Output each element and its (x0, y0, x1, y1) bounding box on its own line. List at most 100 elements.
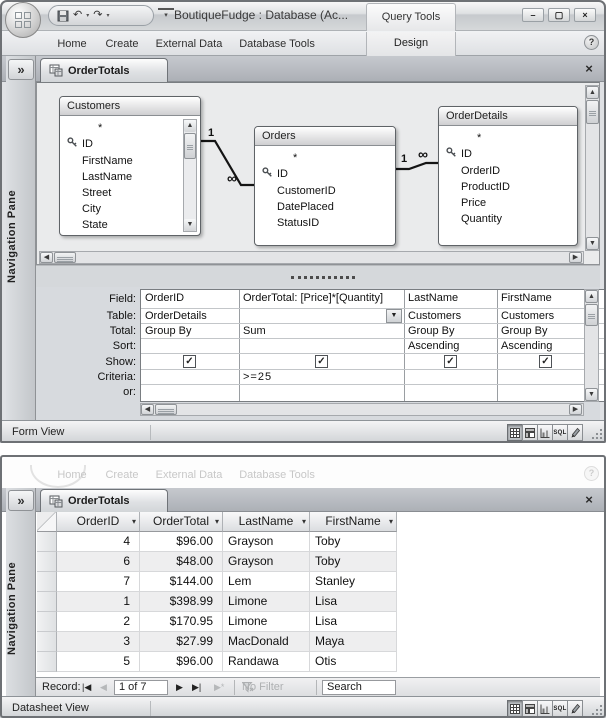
table-dropdown-icon[interactable]: ▼ (386, 309, 402, 323)
cell-lastname[interactable]: Lem (223, 572, 310, 592)
tab-database-tools[interactable]: Database Tools (239, 38, 315, 50)
diagram-horizontal-scrollbar[interactable]: ◀ ▶ (39, 251, 584, 264)
column-dropdown-icon[interactable]: ▾ (301, 517, 306, 526)
grid-cell-field[interactable]: OrderTotal: [Price]*[Quantity] (243, 292, 383, 304)
column-header-firstname[interactable]: FirstName ▾ (310, 512, 397, 532)
scrollbar-thumb[interactable] (586, 100, 599, 124)
help-icon[interactable]: ? (584, 35, 599, 50)
scroll-down-icon[interactable]: ▼ (184, 219, 196, 231)
maximize-button[interactable]: ▢ (548, 8, 570, 22)
column-dropdown-icon[interactable]: ▾ (388, 517, 393, 526)
cell-ordertotal[interactable]: $170.95 (140, 612, 223, 632)
scroll-left-icon[interactable]: ◀ (141, 404, 154, 415)
cell-orderid[interactable]: 1 (57, 592, 140, 612)
field-item[interactable]: OrderID (461, 165, 501, 177)
scrollbar-thumb[interactable] (184, 133, 196, 159)
diagram-vertical-scrollbar[interactable]: ▲ ▼ (585, 85, 599, 251)
column-dropdown-icon[interactable]: ▾ (214, 517, 219, 526)
cell-ordertotal[interactable]: $96.00 (140, 652, 223, 672)
field-item[interactable]: ProductID (461, 181, 510, 193)
grid-cell-field[interactable]: FirstName (501, 292, 552, 304)
document-tab-ordertotals[interactable]: OrderTotals (40, 58, 168, 82)
field-item[interactable]: State (82, 219, 108, 231)
table-title[interactable]: OrderDetails (439, 107, 577, 126)
customize-qat-icon[interactable]: ▾ (158, 8, 174, 23)
pivotchart-view-icon[interactable] (537, 424, 553, 441)
cell-ordertotal[interactable]: $144.00 (140, 572, 223, 592)
close-document-icon[interactable]: × (585, 61, 593, 76)
cell-ordertotal[interactable]: $48.00 (140, 552, 223, 572)
cell-firstname[interactable]: Maya (310, 632, 397, 652)
previous-record-icon[interactable]: ◀ (100, 682, 107, 692)
scroll-up-icon[interactable]: ▲ (585, 290, 598, 303)
first-record-icon[interactable]: |◀ (82, 682, 92, 692)
tab-external-data[interactable]: External Data (155, 38, 223, 50)
cell-firstname[interactable]: Lisa (310, 592, 397, 612)
column-header-orderid[interactable]: OrderID ▾ (57, 512, 140, 532)
cell-ordertotal[interactable]: $27.99 (140, 632, 223, 652)
field-item[interactable]: City (82, 203, 101, 215)
show-checkbox[interactable]: ✓ (183, 355, 196, 368)
column-header-lastname[interactable]: LastName ▾ (223, 512, 310, 532)
grid-cell-total[interactable]: Group By (408, 325, 455, 337)
field-item[interactable]: * (98, 122, 103, 134)
field-item[interactable]: Quantity (461, 213, 502, 225)
field-item[interactable]: * (293, 152, 298, 164)
pivottable-view-icon[interactable] (522, 700, 538, 717)
grid-cell-table[interactable]: Customers (501, 310, 555, 322)
field-item[interactable]: Street (82, 187, 112, 199)
redo-icon[interactable]: ↷ (93, 9, 103, 21)
datasheet-view-icon[interactable] (507, 700, 523, 717)
field-item[interactable]: ID (262, 166, 391, 183)
redo-dropdown-icon[interactable]: ▾ (106, 13, 110, 19)
field-item[interactable]: CustomerID (277, 185, 336, 197)
scrollbar-thumb[interactable] (54, 252, 76, 263)
table-title[interactable]: Orders (255, 127, 395, 146)
cell-orderid[interactable]: 2 (57, 612, 140, 632)
field-item[interactable]: * (477, 132, 482, 144)
field-item[interactable]: StatusID (277, 217, 320, 229)
table-box-orders[interactable]: Orders * ID CustomerID DatePlaced Status… (254, 126, 396, 246)
row-selector[interactable] (37, 652, 57, 672)
scroll-right-icon[interactable]: ▶ (569, 252, 582, 263)
cell-firstname[interactable]: Stanley (310, 572, 397, 592)
row-selector[interactable] (37, 572, 57, 592)
grid-cell-sort[interactable]: Ascending (501, 340, 553, 352)
record-position-input[interactable]: 1 of 7 (114, 680, 168, 695)
grid-cell-total[interactable]: Sum (243, 325, 266, 337)
grid-cell-table[interactable]: Customers (408, 310, 462, 322)
field-item[interactable]: FirstName (82, 155, 133, 167)
row-selector[interactable] (37, 612, 57, 632)
scroll-down-icon[interactable]: ▼ (586, 237, 599, 250)
cell-lastname[interactable]: Randawa (223, 652, 310, 672)
field-item[interactable]: ID (67, 136, 196, 153)
tab-design[interactable]: Design (366, 32, 456, 56)
expand-navigation-pane-button[interactable]: » (8, 490, 34, 511)
show-checkbox[interactable]: ✓ (315, 355, 328, 368)
cell-firstname[interactable]: Toby (310, 552, 397, 572)
save-icon[interactable] (57, 10, 69, 22)
cell-firstname[interactable]: Otis (310, 652, 397, 672)
pane-splitter[interactable] (36, 265, 600, 287)
scrollbar-thumb[interactable] (585, 304, 598, 326)
cell-firstname[interactable]: Lisa (310, 612, 397, 632)
column-header-ordertotal[interactable]: OrderTotal ▾ (140, 512, 223, 532)
cell-lastname[interactable]: Limone (223, 592, 310, 612)
cell-orderid[interactable]: 4 (57, 532, 140, 552)
grid-cell-field[interactable]: OrderID (145, 292, 185, 304)
cell-firstname[interactable]: Toby (310, 532, 397, 552)
show-checkbox[interactable]: ✓ (539, 355, 552, 368)
scroll-down-icon[interactable]: ▼ (585, 388, 598, 401)
cell-orderid[interactable]: 7 (57, 572, 140, 592)
new-record-icon[interactable]: ▶* (214, 682, 225, 692)
pivotchart-view-icon[interactable] (537, 700, 553, 717)
resize-grip-icon[interactable] (590, 427, 602, 439)
undo-dropdown-icon[interactable]: ▾ (86, 13, 90, 19)
field-item[interactable]: DatePlaced (277, 201, 334, 213)
pivottable-view-icon[interactable] (522, 424, 538, 441)
grid-cell-sort[interactable]: Ascending (408, 340, 460, 352)
sql-view-icon[interactable]: SQL (552, 424, 568, 441)
grid-horizontal-scrollbar[interactable]: ◀ ▶ (140, 403, 584, 416)
cell-lastname[interactable]: Grayson (223, 532, 310, 552)
scrollbar-thumb[interactable] (155, 404, 177, 415)
